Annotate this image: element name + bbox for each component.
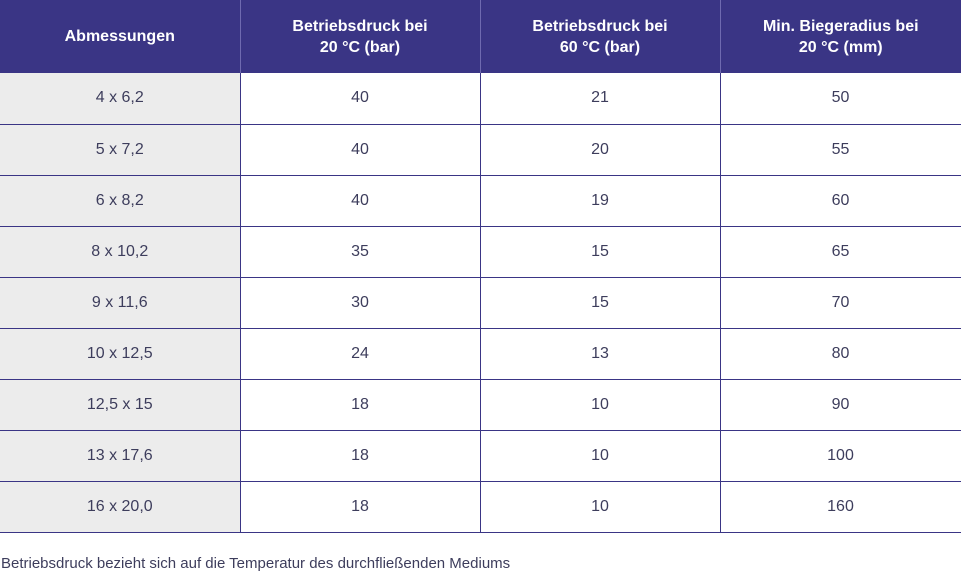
cell-pressure-60c: 10 [479,429,721,482]
cell-bend-radius: 55 [719,123,961,176]
cell-dimensions: 6 x 8,2 [0,174,241,227]
cell-dimensions: 12,5 x 15 [0,378,241,431]
cell-pressure-20c: 35 [239,225,481,278]
cell-pressure-60c: 19 [479,174,721,227]
cell-bend-radius: 100 [719,429,961,482]
specification-table: Abmessungen Betriebsdruck bei 20 °C (bar… [0,0,961,533]
cell-dimensions: 5 x 7,2 [0,123,241,176]
table-row: 12,5 x 15 18 10 90 [0,378,961,431]
table-row: 4 x 6,2 40 21 50 [0,73,961,125]
cell-pressure-60c: 13 [479,327,721,380]
header-dimensions: Abmessungen [0,0,241,73]
cell-dimensions: 8 x 10,2 [0,225,241,278]
table-row: 13 x 17,6 18 10 100 [0,429,961,482]
cell-dimensions: 13 x 17,6 [0,429,241,482]
cell-pressure-20c: 40 [239,174,481,227]
cell-pressure-60c: 10 [479,480,721,533]
table-row: 9 x 11,6 30 15 70 [0,276,961,329]
header-bend-radius: Min. Biegeradius bei 20 °C (mm) [720,0,961,73]
cell-pressure-20c: 40 [239,73,481,125]
cell-pressure-20c: 18 [239,378,481,431]
header-pressure-20c: Betriebsdruck bei 20 °C (bar) [240,0,481,73]
table-row: 16 x 20,0 18 10 160 [0,480,961,533]
footnote: Betriebsdruck bezieht sich auf die Tempe… [1,555,511,572]
cell-dimensions: 10 x 12,5 [0,327,241,380]
cell-bend-radius: 90 [719,378,961,431]
table-row: 10 x 12,5 24 13 80 [0,327,961,380]
cell-pressure-60c: 20 [479,123,721,176]
cell-bend-radius: 65 [719,225,961,278]
cell-bend-radius: 80 [719,327,961,380]
cell-dimensions: 16 x 20,0 [0,480,241,533]
cell-pressure-20c: 30 [239,276,481,329]
table-header-row: Abmessungen Betriebsdruck bei 20 °C (bar… [0,0,961,73]
cell-pressure-60c: 15 [479,225,721,278]
cell-pressure-60c: 21 [479,73,721,125]
cell-pressure-20c: 40 [239,123,481,176]
cell-pressure-20c: 18 [239,429,481,482]
header-pressure-60c: Betriebsdruck bei 60 °C (bar) [480,0,721,73]
cell-pressure-20c: 18 [239,480,481,533]
table-row: 8 x 10,2 35 15 65 [0,225,961,278]
cell-bend-radius: 70 [719,276,961,329]
cell-dimensions: 9 x 11,6 [0,276,241,329]
cell-bend-radius: 160 [719,480,961,533]
table-row: 6 x 8,2 40 19 60 [0,174,961,227]
cell-pressure-60c: 10 [479,378,721,431]
cell-bend-radius: 50 [719,73,961,125]
cell-pressure-60c: 15 [479,276,721,329]
cell-bend-radius: 60 [719,174,961,227]
cell-dimensions: 4 x 6,2 [0,73,241,125]
cell-pressure-20c: 24 [239,327,481,380]
table-row: 5 x 7,2 40 20 55 [0,123,961,176]
